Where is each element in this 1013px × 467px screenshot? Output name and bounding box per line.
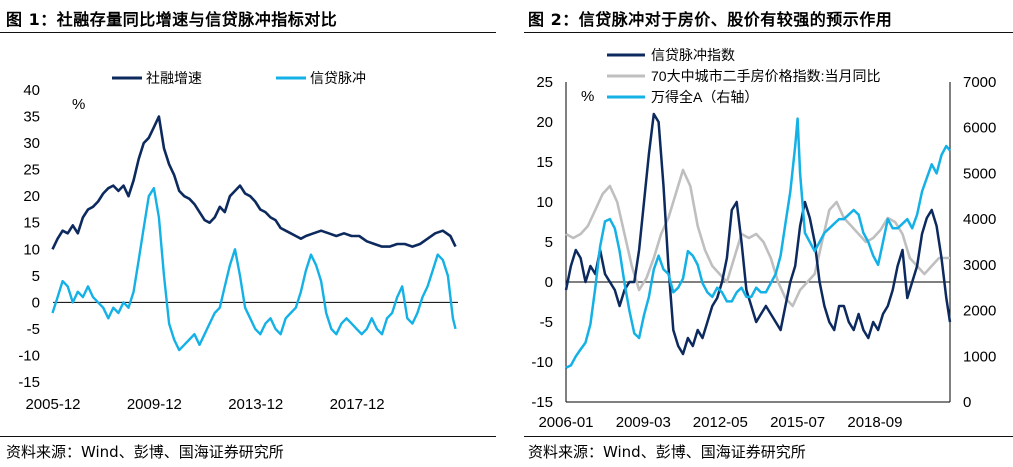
chart2-y-right-tick-label: 7000 xyxy=(963,74,996,91)
chart2-x-tick-label: 2015-07 xyxy=(770,414,825,431)
chart2-y-right-tick-label: 2000 xyxy=(963,303,996,320)
chart1-series-line-2 xyxy=(51,186,457,352)
chart2-y-tick-label: 10 xyxy=(536,194,553,211)
chart1-source: 资料来源：Wind、彭博、国海证券研究所 xyxy=(6,443,284,461)
chart1-bottom-rule xyxy=(0,436,496,437)
chart2-top-rule xyxy=(524,32,1013,33)
chart2-legend-label: 70大中城市二手房价格指数:当月同比 xyxy=(651,68,880,84)
chart1-x-tick-label: 2009-12 xyxy=(127,396,182,413)
chart1-x-tick-label: 2005-12 xyxy=(25,396,80,413)
chart2-y-tick-label: -10 xyxy=(531,354,553,371)
chart1-y-tick-label: 20 xyxy=(23,188,40,205)
chart2-y-tick-label: 5 xyxy=(545,234,553,251)
chart2-y-tick-label: -5 xyxy=(540,314,553,331)
chart1-y-tick-label: -10 xyxy=(18,347,40,364)
chart2-legend-label: 万得全A（右轴） xyxy=(651,89,758,105)
chart2-series-line-1 xyxy=(564,112,952,356)
chart2-y-tick-label: -15 xyxy=(531,394,553,411)
chart1-x-tick-label: 2017-12 xyxy=(330,396,385,413)
chart1-top-rule xyxy=(0,32,496,33)
chart2-y-right-tick-label: 3000 xyxy=(963,257,996,274)
chart1-y-tick-label: 0 xyxy=(32,294,40,311)
chart2-x-tick-label: 2018-09 xyxy=(847,414,902,431)
chart2-y-right-tick-label: 1000 xyxy=(963,348,996,365)
chart1-y-tick-label: -5 xyxy=(27,321,40,338)
chart2-y-right-tick-label: 6000 xyxy=(963,120,996,137)
chart1-y-tick-label: 35 xyxy=(23,109,40,126)
chart2-x-tick-label: 2006-01 xyxy=(538,414,593,431)
chart2-legend-label: 信贷脉冲指数 xyxy=(651,47,735,63)
chart1-legend-label: 信贷脉冲 xyxy=(310,70,366,86)
chart2-y-tick-label: 0 xyxy=(545,274,553,291)
chart2-series-line-2 xyxy=(565,168,950,308)
chart2-title: 图 2：信贷脉冲对于房价、股价有较强的预示作用 xyxy=(528,10,893,29)
chart1-title: 图 1：社融存量同比增速与信贷脉冲指标对比 xyxy=(6,10,338,29)
chart1-y-tick-label: 5 xyxy=(32,268,40,285)
chart2-x-tick-label: 2009-03 xyxy=(616,414,671,431)
chart2-y-tick-label: 25 xyxy=(536,74,553,91)
chart1-y-tick-label: 15 xyxy=(23,215,40,232)
chart1-y-tick-label: 30 xyxy=(23,135,40,152)
chart1-y-tick-label: 25 xyxy=(23,162,40,179)
chart1-y-tick-label: 10 xyxy=(23,241,40,258)
chart2-x-tick-label: 2012-05 xyxy=(693,414,748,431)
chart2-y-tick-label: 20 xyxy=(536,114,553,131)
chart2-y-unit: % xyxy=(581,88,594,105)
chart2-y-right-tick-label: 4000 xyxy=(963,211,996,228)
chart2-y-right-tick-label: 0 xyxy=(963,394,971,411)
chart2-y-right-tick-label: 5000 xyxy=(963,165,996,182)
chart1-legend-label: 社融增速 xyxy=(146,70,202,86)
chart1-series-line-1 xyxy=(51,115,457,250)
chart2-series-line-3 xyxy=(565,117,951,369)
chart1-y-unit: % xyxy=(72,96,85,113)
chart2-bottom-rule xyxy=(524,436,1013,437)
chart1-y-tick-label: 40 xyxy=(23,82,40,99)
chart1-y-tick-label: -15 xyxy=(18,374,40,391)
chart2-source: 资料来源：Wind、彭博、国海证券研究所 xyxy=(528,443,806,461)
chart1-x-tick-label: 2013-12 xyxy=(228,396,283,413)
chart2-y-tick-label: 15 xyxy=(536,154,553,171)
